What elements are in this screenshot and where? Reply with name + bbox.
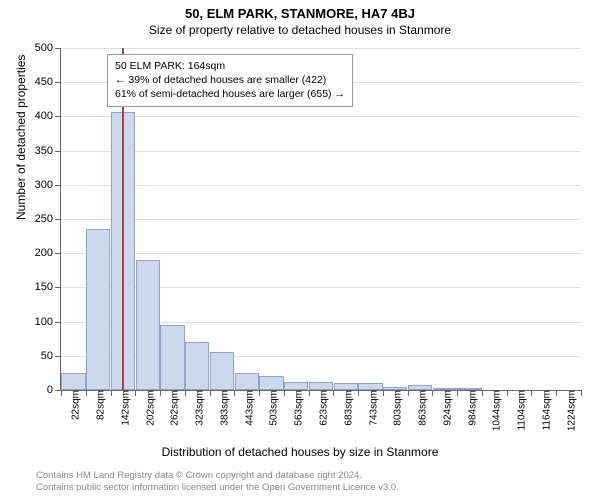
y-tick-label: 250: [35, 213, 61, 225]
x-tick-label: 262sqm: [164, 390, 181, 426]
histogram-bar: [210, 352, 234, 390]
y-tick-label: 500: [35, 42, 61, 54]
x-tick: [284, 390, 285, 396]
x-tick-label: 563sqm: [288, 390, 305, 426]
x-tick-label: 623sqm: [313, 390, 330, 426]
footer-line-1: Contains HM Land Registry data © Crown c…: [36, 470, 399, 482]
x-tick-label: 984sqm: [461, 390, 478, 426]
histogram-bar: [457, 388, 481, 390]
x-tick: [86, 390, 87, 396]
x-tick-label: 142sqm: [114, 390, 131, 426]
histogram-bar: [160, 325, 184, 390]
y-tick-label: 200: [35, 247, 61, 259]
grid-line: [61, 116, 581, 117]
x-axis-label: Distribution of detached houses by size …: [0, 445, 600, 459]
x-tick: [210, 390, 211, 396]
x-tick: [234, 390, 235, 396]
y-tick-label: 0: [47, 384, 61, 396]
x-tick-label: 803sqm: [387, 390, 404, 426]
x-tick-label: 323sqm: [189, 390, 206, 426]
x-tick-label: 743sqm: [362, 390, 379, 426]
x-tick: [333, 390, 334, 396]
x-tick: [309, 390, 310, 396]
footer-line-2: Contains public sector information licen…: [36, 482, 399, 494]
x-tick-label: 863sqm: [412, 390, 429, 426]
x-tick: [111, 390, 112, 396]
x-tick: [507, 390, 508, 396]
histogram-bar: [383, 387, 407, 390]
x-tick: [482, 390, 483, 396]
y-tick-label: 400: [35, 110, 61, 122]
histogram-bar: [235, 373, 259, 390]
annotation-line-3: 61% of semi-detached houses are larger (…: [115, 87, 345, 101]
grid-line: [61, 151, 581, 152]
y-tick-label: 350: [35, 145, 61, 157]
x-tick-label: 683sqm: [337, 390, 354, 426]
x-tick: [556, 390, 557, 396]
y-tick-label: 100: [35, 316, 61, 328]
chart-plot-area: 05010015020025030035040045050022sqm82sqm…: [60, 48, 581, 391]
x-tick: [259, 390, 260, 396]
x-tick-label: 202sqm: [139, 390, 156, 426]
histogram-bar: [185, 342, 209, 390]
y-tick-label: 300: [35, 179, 61, 191]
histogram-bar: [86, 229, 110, 390]
grid-line: [61, 253, 581, 254]
y-tick-label: 50: [41, 350, 61, 362]
x-tick-label: 924sqm: [436, 390, 453, 426]
grid-line: [61, 48, 581, 49]
x-tick-label: 443sqm: [238, 390, 255, 426]
x-tick: [432, 390, 433, 396]
y-tick-label: 150: [35, 281, 61, 293]
histogram-bar: [61, 373, 85, 390]
histogram-bar: [358, 383, 382, 390]
grid-line: [61, 185, 581, 186]
x-tick-label: 82sqm: [90, 390, 107, 420]
x-tick: [358, 390, 359, 396]
x-tick: [408, 390, 409, 396]
x-tick: [160, 390, 161, 396]
histogram-bar: [309, 382, 333, 390]
x-tick: [531, 390, 532, 396]
x-tick: [383, 390, 384, 396]
histogram-bar: [334, 383, 358, 390]
histogram-bar: [284, 382, 308, 390]
histogram-bar: [433, 388, 457, 390]
annotation-box: 50 ELM PARK: 164sqm ← 39% of detached ho…: [107, 54, 353, 107]
chart-title: 50, ELM PARK, STANMORE, HA7 4BJ: [0, 0, 600, 21]
footer-text: Contains HM Land Registry data © Crown c…: [36, 470, 399, 494]
x-tick: [135, 390, 136, 396]
x-tick: [61, 390, 62, 396]
chart-container: 50, ELM PARK, STANMORE, HA7 4BJ Size of …: [0, 0, 600, 500]
x-tick-label: 383sqm: [213, 390, 230, 426]
x-tick-label: 22sqm: [65, 390, 82, 420]
annotation-line-1: 50 ELM PARK: 164sqm: [115, 59, 345, 73]
histogram-bar: [136, 260, 160, 390]
histogram-bar: [408, 385, 432, 390]
x-tick-label: 1224sqm: [560, 390, 577, 431]
x-tick-label: 503sqm: [263, 390, 280, 426]
y-tick-label: 450: [35, 76, 61, 88]
x-tick: [457, 390, 458, 396]
x-tick-label: 1044sqm: [486, 390, 503, 431]
chart-subtitle: Size of property relative to detached ho…: [0, 21, 600, 37]
x-tick-label: 1164sqm: [535, 390, 552, 430]
grid-line: [61, 219, 581, 220]
x-tick: [185, 390, 186, 396]
x-tick-label: 1104sqm: [511, 390, 528, 430]
annotation-line-2: ← 39% of detached houses are smaller (42…: [115, 73, 345, 87]
histogram-bar: [259, 376, 283, 390]
y-axis-label: Number of detached properties: [14, 55, 28, 220]
x-tick: [581, 390, 582, 396]
